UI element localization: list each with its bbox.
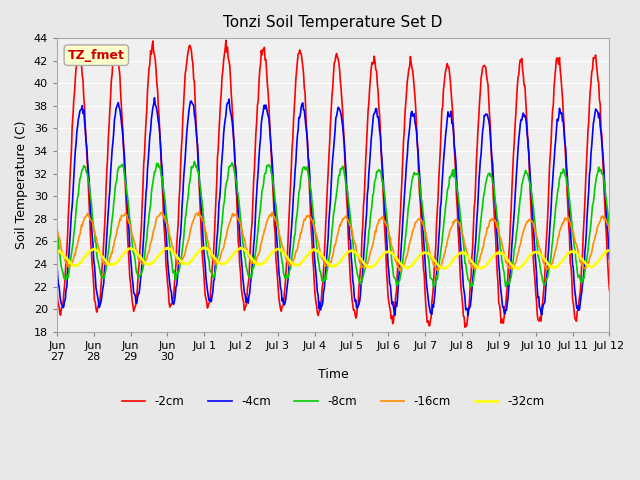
X-axis label: Time: Time bbox=[318, 368, 349, 381]
Line: -8cm: -8cm bbox=[57, 162, 609, 287]
-2cm bbox=[205, 300, 213, 306]
-2cm bbox=[401, 110, 409, 116]
Line: -32cm: -32cm bbox=[57, 248, 609, 269]
-8cm bbox=[605, 224, 613, 230]
-4cm bbox=[206, 298, 214, 304]
-32cm bbox=[206, 249, 214, 254]
-16cm bbox=[397, 268, 404, 274]
-2cm bbox=[176, 186, 184, 192]
-16cm bbox=[418, 218, 426, 224]
-32cm bbox=[53, 248, 61, 254]
Text: TZ_fmet: TZ_fmet bbox=[68, 48, 125, 61]
-16cm bbox=[402, 256, 410, 262]
-2cm bbox=[461, 324, 468, 330]
-16cm bbox=[120, 213, 127, 219]
Line: -4cm: -4cm bbox=[57, 98, 609, 315]
-4cm bbox=[63, 284, 70, 289]
-32cm bbox=[176, 257, 184, 263]
-4cm bbox=[177, 232, 184, 238]
-16cm bbox=[177, 259, 184, 264]
-8cm bbox=[53, 224, 61, 230]
-8cm bbox=[120, 166, 127, 171]
-32cm bbox=[401, 264, 409, 270]
-8cm bbox=[176, 264, 184, 269]
-4cm bbox=[150, 95, 158, 101]
-16cm bbox=[605, 227, 613, 232]
-4cm bbox=[53, 257, 61, 263]
-32cm bbox=[605, 248, 613, 253]
-8cm bbox=[401, 239, 409, 245]
-2cm bbox=[120, 146, 127, 152]
Line: -16cm: -16cm bbox=[57, 212, 609, 271]
-8cm bbox=[63, 272, 70, 278]
-32cm bbox=[120, 251, 127, 257]
-2cm bbox=[605, 287, 613, 293]
Legend: -2cm, -4cm, -8cm, -16cm, -32cm: -2cm, -4cm, -8cm, -16cm, -32cm bbox=[117, 390, 550, 413]
-8cm bbox=[417, 195, 425, 201]
-2cm bbox=[417, 216, 425, 222]
-2cm bbox=[63, 248, 70, 254]
-32cm bbox=[417, 252, 425, 257]
Y-axis label: Soil Temperature (C): Soil Temperature (C) bbox=[15, 120, 28, 249]
-32cm bbox=[200, 245, 207, 251]
-32cm bbox=[63, 256, 70, 262]
-16cm bbox=[63, 261, 70, 267]
-16cm bbox=[206, 245, 214, 251]
-8cm bbox=[429, 284, 437, 289]
-4cm bbox=[605, 256, 613, 262]
-4cm bbox=[402, 173, 410, 179]
-2cm bbox=[53, 286, 61, 291]
-4cm bbox=[418, 208, 426, 214]
-32cm bbox=[515, 266, 523, 272]
Line: -2cm: -2cm bbox=[57, 40, 609, 327]
-4cm bbox=[391, 312, 399, 318]
-8cm bbox=[206, 267, 214, 273]
Title: Tonzi Soil Temperature Set D: Tonzi Soil Temperature Set D bbox=[223, 15, 443, 30]
-16cm bbox=[53, 228, 61, 234]
-4cm bbox=[120, 146, 127, 152]
-8cm bbox=[191, 159, 198, 165]
-16cm bbox=[158, 209, 166, 215]
-2cm bbox=[222, 37, 230, 43]
